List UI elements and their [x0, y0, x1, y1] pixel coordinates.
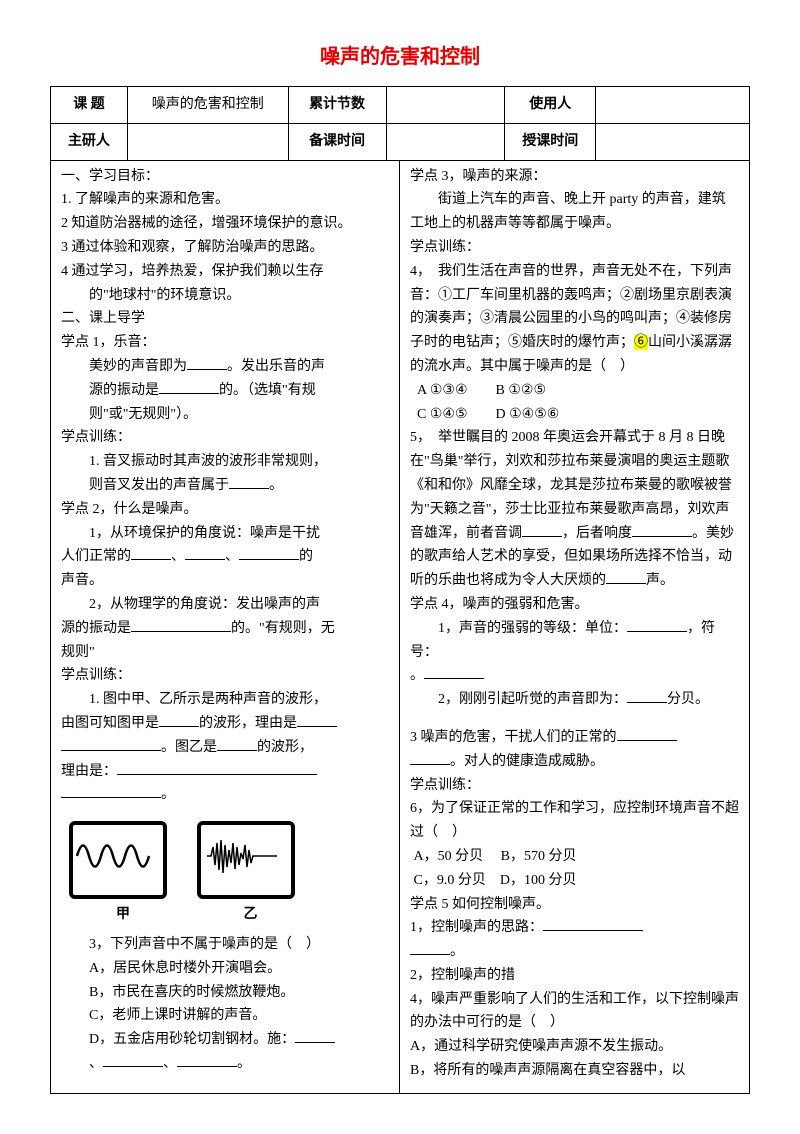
left-column: 一、学习目标： 1. 了解噪声的来源和危害。 2 知道防治器械的途径，增强环境保…: [51, 161, 400, 1093]
q6: 6，为了保证正常的工作和学习，应控制环境声音不超过（ ）: [410, 797, 739, 845]
point5-1: 1，控制噪声的思路： 。: [410, 916, 739, 964]
point4-title: 学点 4，噪声的强弱和危害。: [410, 593, 739, 617]
q8-4b: B，将所有的噪声声源隔离在真空容器中，以: [410, 1059, 739, 1083]
td-preptime: [386, 123, 505, 160]
point2-1b: 人们正常的、、的: [61, 545, 389, 569]
content: 一、学习目标： 1. 了解噪声的来源和危害。 2 知道防治器械的途径，增强环境保…: [50, 161, 750, 1094]
th-topic: 课 题: [51, 87, 128, 124]
q6-cd: C，9.0 分贝 D，100 分贝: [410, 869, 739, 893]
waveform-a-label: 甲: [61, 903, 185, 927]
sec1-title: 一、学习目标：: [61, 165, 389, 189]
td-teachtime: [596, 123, 750, 160]
q3b: B，市民在喜庆的时候燃放鞭炮。: [61, 981, 389, 1005]
waveform-figures: 甲 乙: [61, 813, 389, 927]
point4-2: 2，刚刚引起听觉的声音即为：分贝。: [410, 688, 739, 712]
waveform-a-icon: [73, 825, 155, 887]
train1-q1a: 1. 音叉振动时其声波的波形非常规则，: [61, 450, 389, 474]
point1-line2: 源的振动是的。（选填"有规: [61, 379, 389, 403]
point2-2b: 源的振动是的。"有规则，无: [61, 617, 389, 641]
point5-2: 2，控制噪声的措: [410, 964, 739, 988]
td-user: [596, 87, 750, 124]
point1-line1: 美妙的声音即为。发出乐音的声: [61, 355, 389, 379]
train3-title: 学点训练：: [410, 236, 739, 260]
train2-q1c: 。图乙是的波形，: [61, 736, 389, 760]
train2-title: 学点训练：: [61, 664, 389, 688]
train2-q1d: 理由是：: [61, 760, 389, 784]
point2-title: 学点 2，什么是噪声。: [61, 498, 389, 522]
point1: 学点 1，乐音：: [61, 331, 389, 355]
th-count: 累计节数: [288, 87, 386, 124]
point3-body: 街道上汽车的声音、晚上开 party 的声音，建筑工地上的机器声等等都属于噪声。: [410, 188, 739, 236]
q5: 5， 举世瞩目的 2008 年奥运会开幕式于 8 月 8 日晚在"鸟巢"举行，刘…: [410, 426, 739, 593]
th-teachtime: 授课时间: [505, 123, 596, 160]
waveform-b-label: 乙: [189, 903, 313, 927]
q3a: A，居民休息时楼外开演唱会。: [61, 957, 389, 981]
point2-2a: 2，从物理学的角度说：发出噪声的声: [61, 593, 389, 617]
q6-ab: A，50 分贝 B，570 分贝: [410, 845, 739, 869]
point5-title: 学点 5 如何控制噪声。: [410, 893, 739, 917]
q3e: 、、。: [61, 1052, 389, 1076]
goal-1: 1. 了解噪声的来源和危害。: [61, 188, 389, 212]
waveform-a-box: [69, 821, 167, 899]
waveform-b-icon: [201, 825, 283, 887]
waveform-b-box: [197, 821, 295, 899]
point3-title: 学点 3，噪声的来源：: [410, 165, 739, 189]
sec2-title: 二、课上导学: [61, 307, 389, 331]
q8-4: 4，噪声严重影响了人们的生活和工作，以下控制噪声的办法中可行的是（ ）: [410, 988, 739, 1036]
right-column: 学点 3，噪声的来源： 街道上汽车的声音、晚上开 party 的声音，建筑工地上…: [400, 161, 749, 1093]
point2-1a: 1，从环境保护的角度说：噪声是干扰: [61, 522, 389, 546]
q4: 4， 我们生活在声音的世界，声音无处不在，下列声音：①工厂车间里机器的轰鸣声；②…: [410, 260, 739, 379]
train2-q1b: 由图可知图甲是的波形，理由是: [61, 712, 389, 736]
doc-title: 噪声的危害和控制: [50, 40, 750, 74]
td-count: [386, 87, 505, 124]
train1-title: 学点训练：: [61, 426, 389, 450]
q4-options-cd: C ①④⑤ D ①④⑤⑥: [410, 403, 739, 427]
td-topic: 噪声的危害和控制: [127, 87, 288, 124]
header-table: 课 题 噪声的危害和控制 累计节数 使用人 主研人 备课时间 授课时间: [50, 86, 750, 161]
goal-4b: 的"地球村"的环境意识。: [61, 284, 389, 308]
goal-4a: 4 通过学习，培养热爱，保护我们赖以生存: [61, 260, 389, 284]
th-user: 使用人: [505, 87, 596, 124]
q3c: C，老师上课时讲解的声音。: [61, 1004, 389, 1028]
point1-line3: 则"或"无规则"）。: [61, 403, 389, 427]
th-researcher: 主研人: [51, 123, 128, 160]
q4-options-ab: A ①③④ B ①②⑤: [410, 379, 739, 403]
q3: 3，下列声音中不属于噪声的是（ ）: [61, 933, 389, 957]
train2-q1e: 。: [61, 783, 389, 807]
point4-3b: 。对人的健康造成威胁。: [410, 750, 739, 774]
train1-q1b: 则音叉发出的声音属于。: [61, 474, 389, 498]
point4-1: 1，声音的强弱的等级：单位：，符号： 。: [410, 617, 739, 688]
goal-3: 3 通过体验和观察，了解防治噪声的思路。: [61, 236, 389, 260]
th-preptime: 备课时间: [288, 123, 386, 160]
point2-1c: 声音。: [61, 569, 389, 593]
train4-title: 学点训练：: [410, 774, 739, 798]
point4-3: 3 噪声的危害，干扰人们的正常的: [410, 726, 739, 750]
q8-4a: A，通过科学研究使噪声声源不发生振动。: [410, 1035, 739, 1059]
train2-q1a: 1. 图中甲、乙所示是两种声音的波形，: [61, 688, 389, 712]
point2-2c: 规则": [61, 641, 389, 665]
q3d: D，五金店用砂轮切割钢材。施：: [61, 1028, 389, 1052]
td-researcher: [127, 123, 288, 160]
goal-2: 2 知道防治器械的途径，增强环境保护的意识。: [61, 212, 389, 236]
